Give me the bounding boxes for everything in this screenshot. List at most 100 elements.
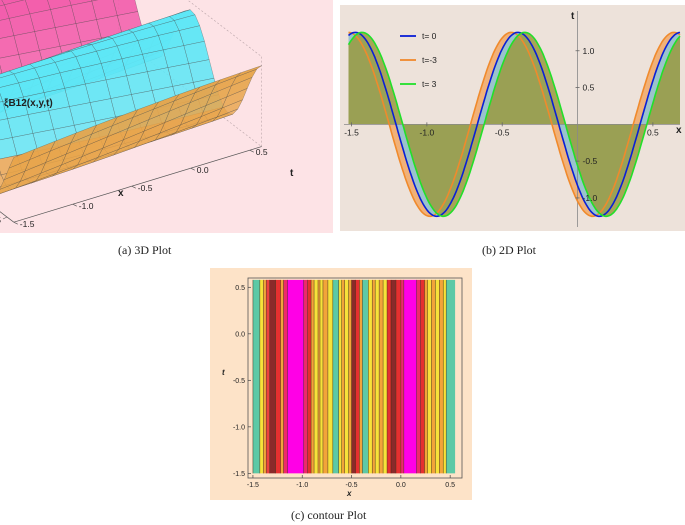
contour-band [395,279,401,474]
contour-band [275,279,281,474]
t-axis-label: t [290,168,294,179]
t-tick-mark-3d [72,203,77,207]
caption-b: (b) 2D Plot [482,243,536,257]
contour-band [355,279,360,474]
contour-band [259,279,264,474]
line-2d-plot: -1.5 -1.0 -0.5 0.5 1.0 0.5 -0.5 -1.0 t= 0 t=-3 t= … [340,5,685,231]
surface-facet [8,148,35,169]
contour-band [416,279,421,474]
t-tick-label-3d: -1.5 [20,219,35,229]
y-tick-label: -1.0 [583,193,598,203]
t-tick-mark-3d [190,167,195,171]
contour-band [303,279,308,474]
x-tick-mark-3d [2,216,8,220]
caption-c: (c) contour Plot [291,508,367,522]
contour-marks: -1.5 -1.0 -0.5 0.0 0.5 0.5 0.0 -0.5 -1.0 -1.5 [233,277,463,489]
contour-y-tick-label: -1.5 [233,471,245,478]
contour-band [263,279,267,474]
x-tick-label: -1.0 [420,127,435,137]
contour-band [319,279,323,474]
contour-band [252,279,260,474]
contour-band [314,279,319,474]
y-tick-label: 0.5 [583,83,595,93]
contour-band [341,279,345,474]
contour-band [307,279,312,474]
contour-band [387,279,391,474]
contour-band [283,279,288,474]
contour-band [400,279,404,474]
contour-x-tick-label: 0.0 [396,482,406,489]
contour-band [311,279,315,474]
contour-band [287,279,304,474]
legend-label: t= 3 [422,79,437,89]
contour-band [362,279,369,474]
line-series-t0 [347,31,681,218]
contour-band [372,279,376,474]
contour-band [280,279,284,474]
contour-band [383,279,388,474]
contour-band [359,279,363,474]
contour-band [348,279,352,474]
legend-label: t= 0 [422,31,437,41]
x-tick-label: 0.5 [647,127,659,137]
contour-band [351,279,356,474]
surface-3d-static: -1.0-0.50.00.50.50.0-0.5-1.0-1.51.51.00.… [0,0,268,229]
y-tick-label: 1.0 [583,46,595,56]
t-tick-label-3d: 0.0 [197,165,209,175]
contour-y-tick-label: -1.0 [233,424,245,431]
t-tick-label-3d: -1.0 [79,201,94,211]
t-tick-mark-3d [249,149,254,153]
contour-band [431,279,436,474]
x-tick-label: -1.5 [344,127,359,137]
t-tick-mark-3d [13,221,18,225]
contour-x-tick-label: 0.5 [445,482,455,489]
contour-plot: -1.5 -1.0 -0.5 0.0 0.5 0.5 0.0 -0.5 -1.0 -1.5 t x [210,268,472,500]
box-edge [187,0,262,57]
contour-frame [247,277,463,479]
x-axis-label: x [118,188,124,199]
line-2d-svg: -1.5 -1.0 -0.5 0.5 1.0 0.5 -0.5 -1.0 t= 0 t=-3 t= … [344,11,682,227]
contour-band [390,279,396,474]
contour-y-label: t [222,368,225,377]
contour-band [427,279,432,474]
contour-band [318,279,320,474]
t-tick-label-3d: -0.5 [138,183,153,193]
contour-band [443,279,447,474]
legend-label: t=-3 [422,55,437,65]
contour-band [322,279,328,474]
contour-band [269,279,276,474]
line-2d-marks: -1.5 -1.0 -0.5 0.5 1.0 0.5 -0.5 -1.0 t= 0 t=-3 t= … [344,11,681,227]
area-t3 [348,32,680,217]
contour-band [439,279,444,474]
surface-3d-svg: -1.0-0.50.00.50.50.0-0.5-1.0-1.51.51.00.… [0,0,294,229]
contour-band [338,279,342,474]
x-tick-label: -0.5 [495,127,510,137]
contour-band [266,279,270,474]
t-tick-mark-3d [131,185,136,189]
contour-svg: -1.5 -1.0 -0.5 0.0 0.5 0.5 0.0 -0.5 -1.0 -1.5 t x [222,277,463,498]
contour-band [332,279,339,474]
contour-band [435,279,440,474]
contour-x-tick-label: -1.5 [247,482,259,489]
contour-x-tick-label: -1.0 [296,482,308,489]
caption-a: (a) 3D Plot [118,243,172,257]
contour-band [446,279,456,474]
contour-band [368,279,373,474]
x-axis-label-2d: x [676,125,682,136]
contour-band [403,279,417,474]
contour-y-tick-label: 0.0 [235,331,245,338]
contour-band [379,279,384,474]
axis-edge [13,146,262,223]
contour-band [420,279,425,474]
z-axis-label: ξB12(x,y,t) [4,98,53,109]
x-tick-label-3d: 0.5 [0,215,1,225]
y-axis-label: t [571,11,575,22]
contour-band [375,279,380,474]
contour-band [344,279,349,474]
contour-x-tick-label: -0.5 [346,482,358,489]
t-tick-label-3d: 0.5 [256,147,268,157]
contour-x-label: x [346,489,352,498]
line-series-t3 [347,31,681,218]
y-tick-label: -0.5 [583,156,598,166]
contour-y-tick-label: 0.5 [235,285,245,292]
